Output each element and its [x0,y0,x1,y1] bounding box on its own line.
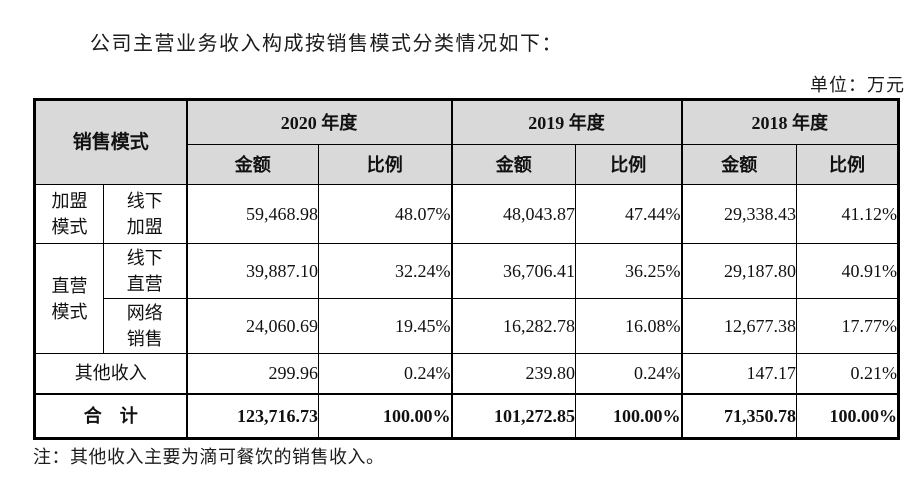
row-label-total: 合 计 [33,392,188,439]
amount-2020: 299.96 [185,353,320,394]
ratio-2019: 36.25% [575,243,683,299]
ratio-2019: 100.00% [575,392,683,439]
header-sales-model: 销售模式 [33,99,188,185]
model-label-direct: 直营 模式 [34,243,104,354]
header-row-metrics: 金额 比例 金额 比例 金额 比例 [35,144,900,185]
table-row-online-sales: 网络 销售 24,060.69 19.45% 16,282.78 16.08% … [35,298,900,354]
amount-2020: 24,060.69 [185,298,320,354]
table-row-total: 合 计 123,716.73 100.00% 101,272.85 100.00… [33,392,900,439]
amount-2020: 59,468.98 [185,184,320,244]
ratio-2018: 0.21% [796,353,900,394]
row-label-other-income: 其他收入 [33,353,188,394]
amount-2019: 36,706.41 [450,243,577,299]
amount-2019: 48,043.87 [450,184,577,244]
amount-2018: 71,350.78 [680,392,798,439]
ratio-2020: 32.24% [318,243,453,299]
ratio-2020: 48.07% [318,184,453,244]
ratio-2018: 17.77% [796,298,900,354]
header-ratio-2018: 比例 [796,144,900,185]
amount-2019: 16,282.78 [450,298,577,354]
ratio-2018: 41.12% [796,184,900,244]
ratio-2019: 0.24% [575,353,683,394]
header-ratio-2020: 比例 [318,144,453,185]
unit-label: 单位：万元 [810,75,905,95]
header-amount-2018: 金额 [680,144,798,185]
header-amount-2019: 金额 [450,144,577,185]
header-year-2018: 2018 年度 [680,99,900,145]
footnote: 注：其他收入主要为滴可餐饮的销售收入。 [33,447,385,467]
amount-2020: 123,716.73 [185,392,320,439]
ratio-2020: 19.45% [318,298,453,354]
ratio-2018: 40.91% [796,243,900,299]
model-label-franchise: 加盟 模式 [34,184,104,244]
table-row-direct-offline: 直营 模式 线下 直营 39,887.10 32.24% 36,706.41 3… [34,243,900,354]
ratio-2018: 100.00% [796,392,900,439]
header-amount-2020: 金额 [185,144,320,185]
header-ratio-2019: 比例 [575,144,683,185]
amount-2018: 29,338.43 [680,184,798,244]
ratio-2020: 100.00% [318,392,453,439]
amount-2018: 12,677.38 [680,298,798,354]
amount-2018: 147.17 [680,353,798,394]
channel-label-offline-franchise: 线下 加盟 [102,184,188,244]
ratio-2019: 47.44% [575,184,683,244]
amount-2019: 101,272.85 [450,392,577,439]
page-title: 公司主营业务收入构成按销售模式分类情况如下： [90,33,563,55]
header-year-2020: 2020 年度 [185,99,453,145]
ratio-2020: 0.24% [318,353,453,394]
amount-2018: 29,187.80 [680,243,798,299]
header-year-2019: 2019 年度 [450,99,683,145]
revenue-by-sales-model-table: 销售模式 2020 年度 2019 年度 2018 年度 金额 比例 金额 比例… [33,98,901,440]
channel-label-offline-direct: 线下 直营 [102,243,188,299]
ratio-2019: 16.08% [575,298,683,354]
amount-2019: 239.80 [450,353,577,394]
table-row-other-income: 其他收入 299.96 0.24% 239.80 0.24% 147.17 0.… [33,353,900,394]
table-row-franchise: 加盟 模式 线下 加盟 59,468.98 48.07% 48,043.87 4… [34,184,900,244]
amount-2020: 39,887.10 [185,243,320,299]
header-row-years: 销售模式 2020 年度 2019 年度 2018 年度 [33,99,900,185]
channel-label-online-sales: 网络 销售 [102,298,188,354]
